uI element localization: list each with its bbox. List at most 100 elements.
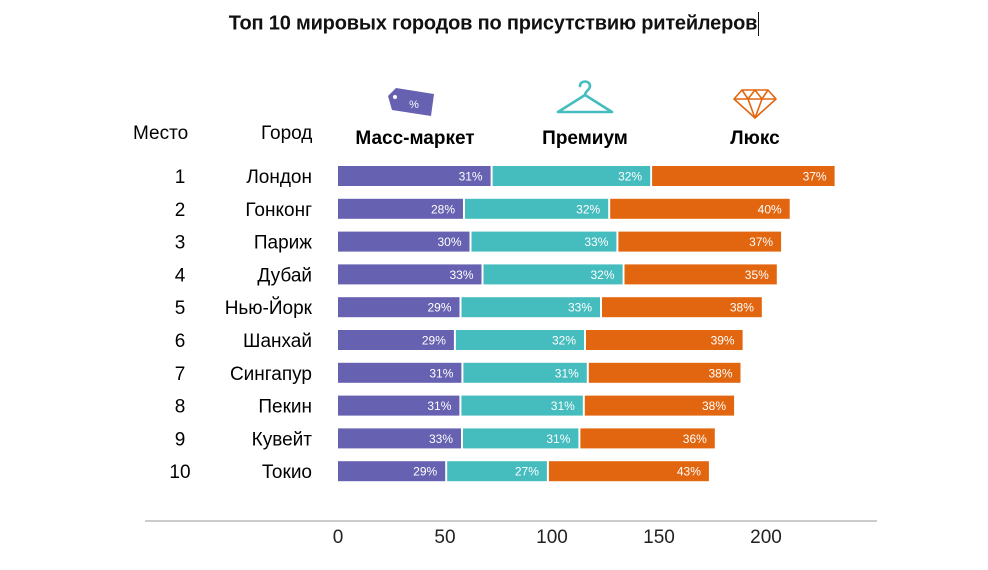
chart-row: 8 Пекин 31% 31% 38%	[175, 395, 735, 418]
premium-data-label: 27%	[515, 465, 539, 479]
mass-market-data-label: 29%	[413, 465, 437, 479]
luxury-bar	[618, 231, 782, 252]
text-cursor	[758, 12, 760, 36]
luxury-data-label: 35%	[745, 268, 769, 282]
premium-bar	[461, 297, 600, 318]
city-label: Лондон	[246, 167, 312, 188]
rank-label: 6	[175, 331, 186, 352]
chart-row: 7 Сингапур 31% 31% 38%	[175, 362, 741, 385]
luxury-data-label: 39%	[711, 334, 735, 348]
mass-market-data-label: 28%	[431, 202, 455, 216]
chart-row: 6 Шанхай 29% 32% 39%	[175, 330, 743, 352]
rank-label: 7	[175, 364, 186, 385]
price-tag-icon: %	[388, 88, 434, 116]
chart-title: Топ 10 мировых городов по присутствию ри…	[0, 12, 988, 36]
premium-bar	[447, 461, 547, 482]
mass-market-data-label: 31%	[427, 399, 451, 413]
luxury-data-label: 43%	[677, 465, 701, 479]
luxury-bar	[610, 198, 790, 219]
rank-label: 4	[175, 265, 186, 286]
city-label: Дубай	[257, 265, 312, 286]
luxury-bar	[586, 330, 743, 350]
premium-bar	[461, 395, 583, 416]
price-tag-text: %	[409, 99, 419, 111]
rank-label: 3	[175, 233, 186, 254]
rank-label: 1	[175, 167, 186, 188]
hanger-icon	[556, 80, 614, 114]
premium-data-label: 31%	[546, 432, 570, 446]
mass-market-bar	[338, 461, 446, 482]
mass-market-bar	[338, 166, 491, 186]
mass-market-data-label: 29%	[427, 301, 451, 315]
city-header: Город	[261, 123, 312, 144]
chart-row: 1 Лондон 31% 32% 37%	[175, 166, 835, 188]
chart-row: 5 Нью-Йорк 29% 33% 38%	[175, 297, 762, 319]
premium-data-label: 31%	[555, 366, 579, 380]
rank-label: 2	[175, 200, 186, 221]
city-label: Шанхай	[243, 331, 312, 352]
mass-market-data-label: 33%	[429, 432, 453, 446]
chart-row: 3 Париж 30% 33% 37%	[175, 231, 782, 254]
mass-market-data-label: 29%	[422, 334, 446, 348]
premium-data-label: 32%	[576, 202, 600, 216]
city-label: Гонконг	[245, 200, 312, 221]
mass-market-data-label: 33%	[449, 268, 473, 282]
mass-market-bar	[338, 264, 482, 285]
chart-title-text: Топ 10 мировых городов по присутствию ри…	[228, 12, 758, 35]
city-label: Пекин	[258, 397, 312, 418]
mass-market-bar	[338, 395, 460, 416]
mass-market-bar	[338, 231, 470, 252]
luxury-data-label: 37%	[803, 170, 827, 184]
premium-data-label: 33%	[584, 235, 608, 249]
rank-label: 8	[175, 397, 186, 418]
luxury-data-label: 36%	[683, 432, 707, 446]
premium-bar	[483, 264, 623, 285]
premium-header: Премиум	[542, 128, 628, 149]
rank-label: 9	[175, 429, 186, 450]
premium-bar	[471, 231, 617, 252]
luxury-data-label: 37%	[749, 235, 773, 249]
premium-data-label: 32%	[618, 170, 642, 184]
premium-bar	[492, 166, 651, 186]
luxury-data-label: 40%	[758, 202, 782, 216]
rank-header: Место	[133, 123, 188, 144]
premium-data-label: 33%	[568, 301, 592, 315]
luxury-data-label: 38%	[730, 301, 754, 315]
premium-bar	[463, 428, 579, 449]
luxury-bar	[580, 428, 715, 449]
mass-market-bar	[338, 428, 461, 449]
x-tick-label: 150	[643, 527, 675, 548]
rank-label: 10	[169, 462, 190, 483]
mass-market-bar	[338, 330, 454, 350]
chart-rows: 1 Лондон 31% 32% 37%2 Гонконг 28% 32% 40%3 Париж 3…	[169, 166, 835, 483]
premium-data-label: 32%	[552, 334, 576, 348]
x-tick-label: 50	[434, 527, 455, 548]
luxury-data-label: 38%	[708, 366, 732, 380]
luxury-bar	[588, 362, 741, 383]
x-axis-ticks: 0 50 100 150 200	[333, 527, 782, 548]
chart-row: 4 Дубай 33% 32% 35%	[175, 264, 777, 286]
diamond-icon	[733, 89, 777, 119]
luxury-data-label: 38%	[702, 399, 726, 413]
premium-data-label: 31%	[551, 399, 575, 413]
chart-row: 9 Кувейт 33% 31% 36%	[175, 428, 715, 450]
chart-row: 10 Токио 29% 27% 43%	[169, 461, 709, 483]
mass-market-data-label: 31%	[459, 170, 483, 184]
premium-bar	[465, 198, 609, 219]
city-label: Сингапур	[230, 364, 312, 385]
premium-bar	[455, 330, 584, 350]
mass-market-header: Масс-маркет	[355, 128, 474, 149]
mass-market-bar	[338, 198, 463, 219]
luxury-bar	[624, 264, 777, 285]
rank-label: 5	[175, 298, 186, 319]
mass-market-bar	[338, 362, 462, 383]
city-label: Кувейт	[252, 429, 313, 450]
luxury-header: Люкс	[730, 128, 780, 149]
chart-row: 2 Гонконг 28% 32% 40%	[175, 198, 790, 221]
premium-data-label: 32%	[590, 268, 614, 282]
city-label: Нью-Йорк	[225, 297, 313, 319]
luxury-bar	[584, 395, 735, 416]
mass-market-bar	[338, 297, 460, 318]
luxury-bar	[652, 166, 835, 186]
x-tick-label: 0	[333, 527, 344, 548]
